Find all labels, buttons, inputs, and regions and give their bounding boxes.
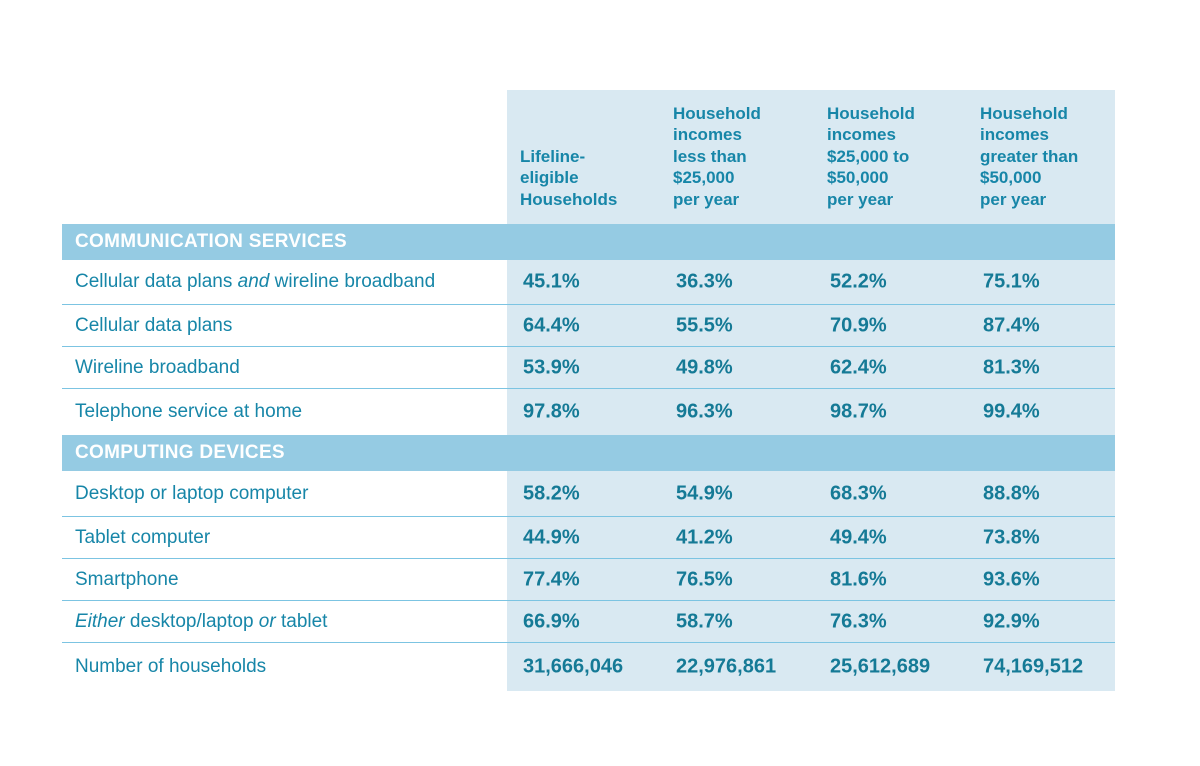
table-cell-value: 36.3% [676, 270, 733, 293]
table-cell-value: 45.1% [523, 270, 580, 293]
table-cell-value: 66.9% [523, 610, 580, 632]
row-label-segment: Wireline broadband [75, 356, 240, 378]
table-cell-value: 68.3% [830, 482, 887, 504]
row-label-segment: tablet [275, 610, 328, 632]
row-label-segment: Smartphone [75, 568, 179, 590]
row-label-segment: Desktop or laptop computer [75, 482, 309, 504]
row-label-segment: wireline broadband [269, 271, 436, 292]
table-cell-value: 99.4% [983, 400, 1040, 423]
table-row: Cellular data plans and wireline broadba… [62, 260, 1115, 305]
table-cell-value: 81.3% [983, 356, 1040, 378]
row-label: Either desktop/laptop or tablet [75, 611, 327, 633]
table-cell-value: 73.8% [983, 526, 1040, 548]
row-label-segment: Telephone service at home [75, 401, 303, 422]
table-cell-value: 93.6% [983, 568, 1040, 590]
column-header: Household incomes less than $25,000 per … [673, 103, 761, 209]
row-label: Telephone service at home [75, 401, 302, 423]
row-label: Tablet computer [75, 527, 210, 549]
table-cell-value: 97.8% [523, 400, 580, 423]
table-row: Wireline broadband 53.9% 49.8% 62.4% 81.3% [62, 347, 1115, 389]
row-label-segment: or [258, 610, 276, 632]
table-cell-value: 70.9% [830, 314, 887, 336]
table-cell-value: 22,976,861 [676, 655, 777, 678]
row-label-segment: desktop/laptop [124, 610, 259, 632]
table-cell-value: 31,666,046 [523, 655, 624, 678]
table-cell-value: 98.7% [830, 400, 887, 423]
table-row: Either desktop/laptop or tablet 66.9% 58.7… [62, 601, 1115, 643]
section-header: COMPUTING DEVICES [62, 435, 1115, 471]
row-label-segment: Either [75, 610, 125, 632]
column-header: Household incomes greater than $50,000 p… [980, 103, 1079, 209]
row-label: Number of households [75, 656, 266, 678]
table-cell-value: 25,612,689 [830, 655, 931, 678]
table-cell-value: 87.4% [983, 314, 1040, 336]
table-cell-value: 96.3% [676, 400, 733, 423]
table-row: Telephone service at home 97.8% 96.3% 98.7%… [62, 389, 1115, 435]
table-cell-value: 41.2% [676, 526, 733, 548]
table-cell-value: 58.2% [523, 482, 580, 504]
table-row: Smartphone 77.4% 76.5% 81.6% 93.6% [62, 559, 1115, 601]
header-row: Lifeline- eligible Households Household i… [62, 90, 1115, 224]
table-cell-value: 76.5% [676, 568, 733, 590]
row-label: Desktop or laptop computer [75, 483, 308, 505]
section-header: COMMUNICATION SERVICES [62, 224, 1115, 260]
row-label-segment: Cellular data plans [75, 271, 238, 292]
row-label-segment: Tablet computer [75, 526, 211, 548]
table-cell-value: 76.3% [830, 610, 887, 632]
row-label: Wireline broadband [75, 357, 240, 379]
table-cell-value: 58.7% [676, 610, 733, 632]
row-label-segment: and [237, 271, 270, 292]
table-cell-value: 92.9% [983, 610, 1040, 632]
table-cell-value: 49.4% [830, 526, 887, 548]
table-cell-value: 74,169,512 [983, 655, 1084, 678]
data-table: Lifeline- eligible Households Household i… [62, 90, 1115, 691]
row-label: Smartphone [75, 569, 179, 591]
table-cell-value: 49.8% [676, 356, 733, 378]
table-row: Desktop or laptop computer 58.2% 54.9% 68.3… [62, 471, 1115, 517]
column-header: Household incomes $25,000 to $50,000 per… [827, 103, 915, 209]
row-label-segment: Cellular data plans [75, 314, 233, 336]
table-cell-value: 55.5% [676, 314, 733, 336]
table-cell-value: 52.2% [830, 270, 887, 293]
table-cell-value: 53.9% [523, 356, 580, 378]
table-row: Cellular data plans 64.4% 55.5% 70.9% 87.4% [62, 305, 1115, 347]
table-cell-value: 77.4% [523, 568, 580, 590]
table-cell-value: 44.9% [523, 526, 580, 548]
table-cell-value: 62.4% [830, 356, 887, 378]
table-row: Number of households 31,666,046 22,976,861… [62, 643, 1115, 691]
column-header: Lifeline- eligible Households [520, 146, 618, 209]
values-panel-background [507, 90, 1115, 691]
row-label: Cellular data plans [75, 315, 232, 337]
row-label-segment: Number of households [75, 656, 267, 677]
row-label: Cellular data plans and wireline broadba… [75, 271, 435, 293]
table-cell-value: 75.1% [983, 270, 1040, 293]
table-cell-value: 81.6% [830, 568, 887, 590]
table-cell-value: 64.4% [523, 314, 580, 336]
table-cell-value: 54.9% [676, 482, 733, 504]
table-row: Tablet computer 44.9% 41.2% 49.4% 73.8% [62, 517, 1115, 559]
table-cell-value: 88.8% [983, 482, 1040, 504]
